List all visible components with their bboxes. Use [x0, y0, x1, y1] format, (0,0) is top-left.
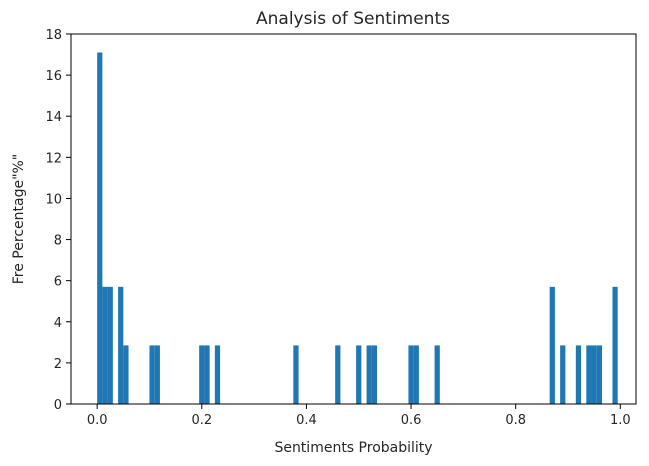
- x-tick-label: 0.6: [401, 413, 422, 428]
- histogram-bar: [586, 345, 592, 404]
- x-tick-label: 0.8: [505, 413, 526, 428]
- histogram-bar: [123, 345, 129, 404]
- y-tick-label: 18: [45, 28, 62, 43]
- histogram-bar: [596, 345, 602, 404]
- y-tick-label: 14: [45, 110, 62, 125]
- y-tick-label: 12: [45, 151, 62, 166]
- histogram-bar: [408, 345, 414, 404]
- y-tick-label: 8: [54, 234, 62, 249]
- histogram-bar: [413, 345, 419, 404]
- histogram-bar: [97, 52, 103, 404]
- histogram-bar: [356, 345, 362, 404]
- histogram-bar: [335, 345, 341, 404]
- histogram-bar: [575, 345, 582, 404]
- y-tick-label: 4: [54, 316, 62, 331]
- y-axis: 0 2 4 6 8 10 12 14 16 18: [45, 28, 71, 413]
- plot-frame: [70, 33, 637, 405]
- histogram-bar: [107, 286, 113, 404]
- y-tick-label: 10: [45, 192, 62, 207]
- histogram-bar: [560, 345, 566, 404]
- histogram-bar: [204, 345, 210, 404]
- histogram-bar: [102, 286, 108, 404]
- y-axis-title: Fre Percentage"%": [11, 154, 27, 284]
- chart-title: Analysis of Sentiments: [256, 9, 450, 29]
- histogram-bar: [118, 286, 124, 404]
- histogram-bar: [214, 345, 221, 404]
- histogram-bar: [199, 345, 205, 404]
- histogram-bar: [434, 345, 440, 404]
- histogram-bar: [293, 345, 299, 404]
- histogram-bar: [149, 345, 155, 404]
- histogram-bar: [549, 286, 555, 404]
- x-tick-label: 0.0: [87, 413, 108, 428]
- y-tick-label: 0: [54, 398, 62, 413]
- histogram-bar: [154, 345, 160, 404]
- y-tick-label: 6: [54, 275, 62, 290]
- histogram-bar: [366, 345, 372, 404]
- bars-group: [97, 52, 618, 404]
- x-axis-title: Sentiments Probability: [274, 440, 432, 456]
- y-tick-label: 16: [45, 69, 62, 84]
- histogram-bar: [371, 345, 378, 404]
- x-tick-label: 0.2: [191, 413, 212, 428]
- x-axis: 0.0 0.2 0.4 0.6 0.8 1.0: [87, 404, 631, 428]
- x-tick-label: 1.0: [610, 413, 631, 428]
- histogram-bar: [612, 286, 618, 404]
- histogram-bar: [591, 345, 597, 404]
- y-tick-label: 2: [54, 357, 62, 372]
- x-tick-label: 0.4: [296, 413, 317, 428]
